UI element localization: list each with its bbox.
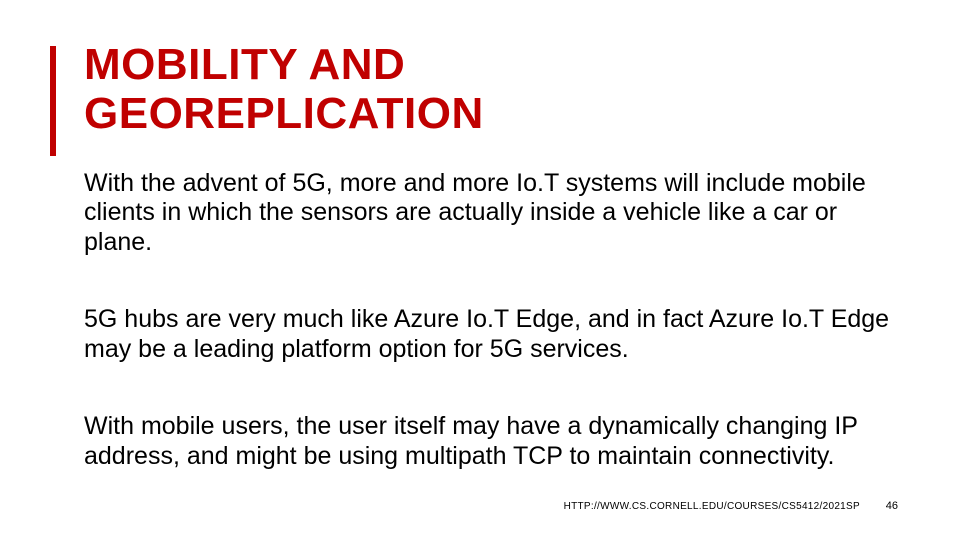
paragraph-2: 5G hubs are very much like Azure Io.T Ed… (84, 305, 900, 364)
slide-body: With the advent of 5G, more and more Io.… (84, 169, 900, 472)
page-number: 46 (886, 500, 898, 512)
paragraph-1: With the advent of 5G, more and more Io.… (84, 169, 900, 258)
title-line-2: GEOREPLICATION (84, 89, 484, 138)
accent-bar (50, 46, 56, 156)
footer-url: HTTP://WWW.CS.CORNELL.EDU/COURSES/CS5412… (564, 501, 860, 512)
title-line-1: MOBILITY AND (84, 40, 405, 89)
slide-container: MOBILITY AND GEOREPLICATION With the adv… (0, 0, 960, 540)
slide-title: MOBILITY AND GEOREPLICATION (84, 40, 900, 139)
paragraph-3: With mobile users, the user itself may h… (84, 412, 900, 471)
